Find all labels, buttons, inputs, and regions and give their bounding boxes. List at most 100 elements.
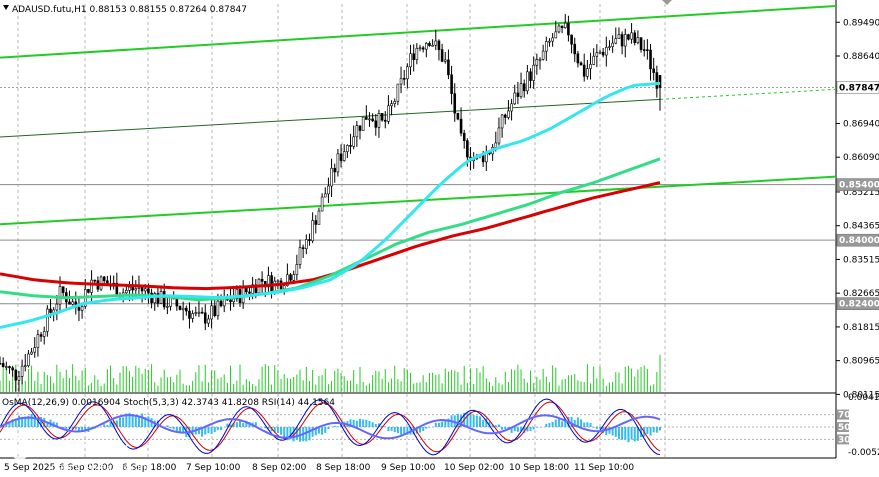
candle-body [248, 291, 251, 294]
price-tick-label: 0.84365 [843, 222, 879, 232]
time-tick-label: 7 Sep 10:00 [186, 463, 241, 473]
candle-body [608, 46, 611, 48]
candle-body [339, 153, 343, 161]
candle-body [532, 64, 535, 81]
ma-cyan-line [0, 81, 661, 329]
time-tick-label: 10 Sep 02:00 [444, 463, 504, 473]
candle-body [636, 37, 640, 43]
time-tick-label: 5 Sep 2025 [4, 463, 55, 473]
watermark-brand: instaforex [34, 436, 129, 461]
price-tag-box [836, 81, 879, 94]
candle-body [181, 307, 185, 310]
candle-body [431, 44, 434, 47]
candle-body [71, 301, 74, 305]
candle-body [143, 288, 147, 292]
candle-body [216, 300, 220, 316]
candle-body [185, 307, 188, 312]
price-axis: 0.89490 0.88640 0.86940 0.86090 0.85215 0.843… [836, 18, 879, 400]
candle-body [573, 43, 577, 55]
stoch-signal-line [0, 401, 661, 453]
candle-body [570, 34, 573, 45]
candle-body [620, 34, 624, 47]
candle-body [289, 274, 292, 281]
candle-body [14, 369, 18, 381]
time-tick-label: 8 Sep 02:00 [252, 463, 307, 473]
candle-body [298, 247, 302, 265]
candle-body [140, 287, 144, 292]
candle-body [77, 307, 81, 311]
candle-body [200, 311, 204, 314]
time-tick-label: 10 Sep 18:00 [509, 463, 569, 473]
watermark-tagline: Instant Forex Trading [48, 462, 152, 474]
candle-body [611, 42, 614, 47]
candle-body [68, 301, 71, 305]
candle-body [428, 42, 431, 46]
candle-body [368, 118, 371, 121]
candle-body [586, 68, 589, 77]
title-dropdown-icon[interactable] [3, 5, 9, 10]
price-tag-label: 0.87847 [839, 83, 879, 93]
candle-body [560, 25, 564, 28]
candle-body [314, 220, 318, 225]
candle-body [630, 32, 633, 40]
candle-body [49, 308, 52, 313]
candle-body [36, 334, 40, 348]
indicator-level-label: 50 [838, 423, 851, 433]
candle-body [453, 93, 457, 114]
mid-line-extension [659, 88, 837, 100]
candle-body [93, 279, 97, 282]
candle-body [203, 312, 207, 324]
candle-body [541, 50, 545, 60]
indicator-level-tag [837, 434, 849, 445]
candle-body [349, 145, 352, 147]
candle-body [380, 113, 384, 121]
candle-body [207, 318, 210, 324]
candle-body [374, 120, 378, 128]
candle-body [1, 363, 5, 367]
candle-body [503, 114, 507, 118]
candle-body [330, 167, 333, 187]
time-axis: 5 Sep 2025 6 Sep 02:00 6 Sep 18:00 7 Sep 10… [4, 463, 634, 473]
candle-body [434, 40, 438, 46]
candle-body [421, 47, 425, 50]
candle-body [336, 153, 340, 173]
candle-body [462, 132, 466, 141]
candle-body [342, 151, 346, 161]
candle-body [538, 58, 542, 61]
candle-body [235, 289, 239, 300]
candle-body [305, 239, 308, 250]
candle-body [598, 51, 602, 54]
candle-body [627, 34, 630, 40]
candle-body [282, 285, 286, 290]
candle-body [425, 42, 428, 50]
candle-body [456, 112, 460, 120]
candle-body [102, 276, 106, 282]
candle-body [658, 75, 662, 88]
candle-body [551, 37, 554, 42]
candle-body [592, 55, 595, 65]
candle-body [614, 38, 618, 44]
candle-body [301, 247, 305, 250]
candle-body [418, 47, 422, 50]
candle-body [396, 83, 400, 102]
candle-body [295, 264, 299, 275]
mid-line [0, 98, 661, 138]
candle-body [440, 49, 444, 62]
candle-body [459, 118, 463, 134]
candle-body [582, 64, 586, 77]
candle-body [8, 366, 11, 369]
candle-body [579, 62, 583, 66]
indicator-pane: 70 50 30 0.0041594 -0.005240 [0, 393, 879, 458]
price-tag-box [836, 178, 879, 191]
candle-body [605, 47, 608, 56]
price-tag-label: 0.84000 [839, 236, 879, 246]
time-tick-label: 6 Sep 02:00 [59, 463, 114, 473]
candle-body [191, 313, 194, 319]
indicator-level-tag [837, 422, 849, 432]
candle-body [507, 110, 510, 118]
candle-body [437, 40, 441, 50]
indicator-level-label: 70 [838, 411, 851, 421]
candle-body [20, 365, 24, 377]
candle-body [137, 287, 141, 289]
